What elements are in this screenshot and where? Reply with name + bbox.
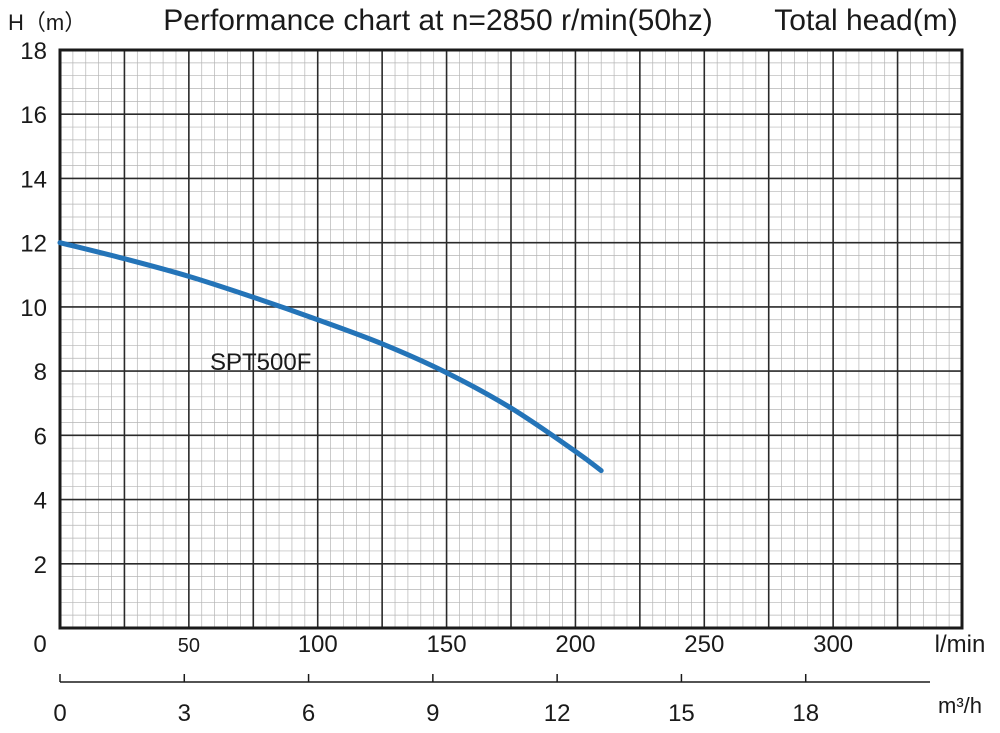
series-label-spt500f: SPT500F bbox=[210, 349, 311, 376]
series-line-spt500f bbox=[57, 240, 604, 474]
secondary-x-tick-label: 18 bbox=[792, 700, 819, 727]
secondary-x-tick-label: 6 bbox=[302, 700, 315, 727]
y-tick-label: 2 bbox=[34, 552, 47, 579]
y-tick-label: 8 bbox=[34, 359, 47, 386]
secondary-x-axis-label: m³/h bbox=[938, 693, 982, 718]
secondary-x-tick-label: 9 bbox=[426, 700, 439, 727]
x-tick-label: 50 bbox=[178, 635, 200, 657]
major-grid bbox=[59, 49, 963, 629]
secondary-x-tick-label: 3 bbox=[178, 700, 191, 727]
x-tick-label: 100 bbox=[298, 631, 338, 658]
chart-title: Performance chart at n=2850 r/min(50hz) bbox=[163, 4, 712, 37]
secondary-x-tick-label: 12 bbox=[544, 700, 571, 727]
y-tick-label: 10 bbox=[20, 295, 47, 322]
x-tick-labels: 50 100 150 200 250 300 bbox=[178, 631, 853, 658]
x-tick-label: 300 bbox=[813, 631, 853, 658]
y-tick-label: 18 bbox=[20, 38, 47, 65]
secondary-x-tick-label: 0 bbox=[53, 700, 66, 727]
x-tick-label: 200 bbox=[555, 631, 595, 658]
y-axis-label: H（m） bbox=[8, 10, 86, 35]
y-tick-label: 4 bbox=[34, 488, 47, 515]
y-tick-labels: 0 2 4 6 8 10 12 14 16 18 bbox=[20, 38, 47, 658]
y-tick-label: 0 bbox=[33, 631, 46, 658]
secondary-x-tick-label: 15 bbox=[668, 700, 695, 727]
secondary-x-axis: 0 3 6 9 12 15 18 bbox=[53, 674, 930, 727]
y-tick-label: 16 bbox=[20, 102, 47, 129]
y-tick-label: 6 bbox=[34, 423, 47, 450]
right-axis-title: Total head(m) bbox=[774, 4, 957, 37]
plot-frame bbox=[58, 48, 964, 630]
x-tick-label: 150 bbox=[427, 631, 467, 658]
series-layer bbox=[57, 240, 604, 474]
y-tick-label: 14 bbox=[20, 166, 47, 193]
y-tick-label: 12 bbox=[20, 231, 47, 258]
x-axis-label: l/min bbox=[935, 631, 986, 658]
x-tick-label: 250 bbox=[684, 631, 724, 658]
